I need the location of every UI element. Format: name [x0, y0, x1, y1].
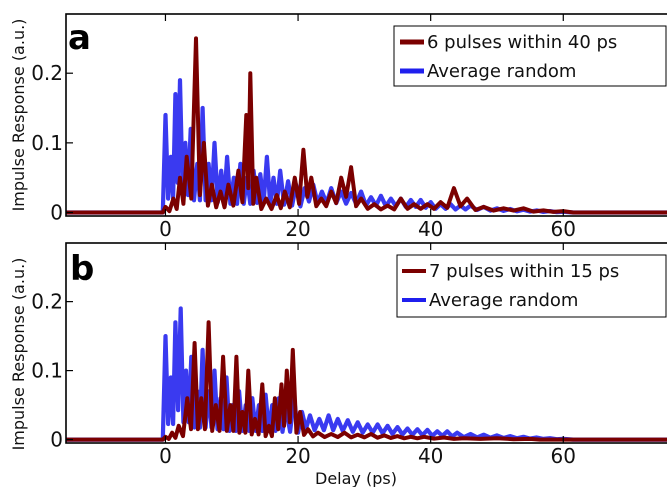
panel-a-xtick-label: 40	[418, 217, 443, 241]
panel-a-frame	[65, 13, 667, 217]
panel-b-ytick-label: 0	[50, 428, 63, 452]
panel-b-xtick-label: 20	[285, 444, 310, 468]
panel-a-xtick-label: 20	[285, 217, 310, 241]
panel-b-xtick-label: 60	[551, 444, 576, 468]
panel-b-legend: 7 pulses within 15 ps Average random	[396, 254, 667, 318]
panel-a-ytick-label: 0.2	[31, 61, 63, 85]
panel-b: 0 20 40 60 0 0.1 0.2 b Impulse Response (a.u.)…	[9, 242, 667, 487]
panel-a-ylabel: Impulse Response (a.u.)	[9, 19, 28, 212]
panel-b-ytick-label: 0.2	[31, 290, 63, 314]
panel-a-legend: 6 pulses within 40 ps Average random	[393, 25, 667, 87]
panel-b-ylabel: Impulse Response (a.u.)	[9, 258, 28, 451]
panel-a-xtick-label: 0	[159, 217, 172, 241]
panel-a-ytick-label: 0.1	[31, 131, 63, 155]
panel-b-xtick-label: 40	[418, 444, 443, 468]
panel-b-ytick-label: 0.1	[31, 359, 63, 383]
panel-b-letter: b	[70, 249, 94, 289]
panel-a-series-average-random-line	[66, 78, 667, 215]
panel-b-series-pulses-line	[66, 320, 667, 442]
panel-a-series-pulses-line	[66, 36, 667, 215]
panel-a-xtick-label: 60	[551, 217, 576, 241]
panel-a-legend-label-1: 6 pulses within 40 ps	[427, 32, 617, 53]
panel-a-ticks: 0 20 40 60 0 0.1 0.2	[31, 14, 576, 241]
panel-b-xtick-label: 0	[159, 444, 172, 468]
panel-a: 0 20 40 60 0 0.1 0.2 a Impulse Response (a.u.)…	[9, 13, 667, 241]
panel-b-legend-label-2: Average random	[429, 290, 578, 311]
panel-b-series-average-random-line	[66, 306, 667, 442]
panel-b-ticks: 0 20 40 60 0 0.1 0.2	[31, 243, 576, 468]
panel-b-frame	[65, 242, 667, 444]
panel-a-letter: a	[68, 18, 91, 58]
panel-b-legend-label-1: 7 pulses within 15 ps	[429, 261, 619, 282]
panel-b-legend-box	[396, 254, 667, 318]
panel-a-legend-label-2: Average random	[427, 61, 576, 82]
panel-a-ytick-label: 0	[50, 201, 63, 225]
panel-a-legend-box	[393, 25, 667, 87]
x-axis-label: Delay (ps)	[315, 469, 397, 487]
